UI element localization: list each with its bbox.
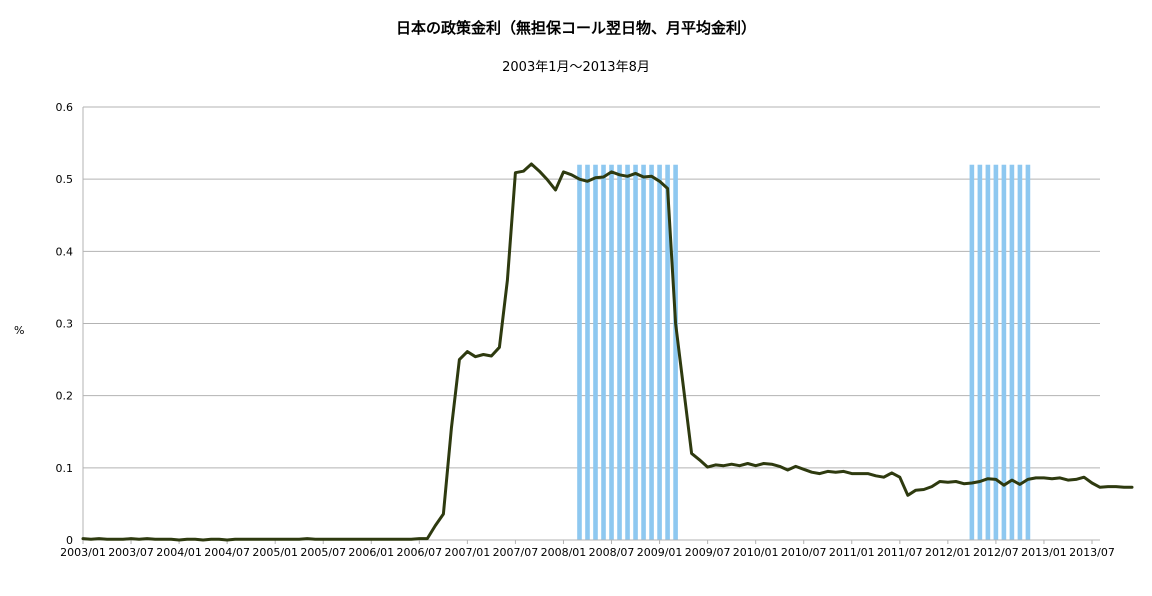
x-tick-label: 2008/01 xyxy=(541,546,587,559)
shaded-bar xyxy=(673,164,678,540)
x-tick-label: 2007/07 xyxy=(493,546,539,559)
shaded-bar xyxy=(977,164,983,540)
series-line xyxy=(81,162,1134,542)
x-tick-label: 2013/01 xyxy=(1021,546,1067,559)
shaded-bar xyxy=(1009,164,1015,540)
y-tick-label: 0.4 xyxy=(56,245,74,258)
shaded-bar xyxy=(985,164,991,540)
x-tick-label: 2012/01 xyxy=(925,546,971,559)
x-tick-label: 2008/07 xyxy=(589,546,635,559)
shaded-bar xyxy=(585,164,590,540)
shaded-bar xyxy=(993,164,999,540)
chart-title: 日本の政策金利（無担保コール翌日物、月平均金利） xyxy=(395,19,756,37)
series-lines xyxy=(81,162,1134,542)
shaded-bar xyxy=(609,164,614,540)
chart-subtitle: 2003年1月～2013年8月 xyxy=(502,60,650,75)
shaded-bar xyxy=(649,164,654,540)
x-tick-label: 2004/01 xyxy=(156,546,202,559)
x-tick-label: 2011/07 xyxy=(877,546,923,559)
x-tick-label: 2004/07 xyxy=(204,546,250,559)
x-tick-label: 2005/01 xyxy=(252,546,298,559)
x-tick-label: 2012/07 xyxy=(973,546,1019,559)
shaded-bar xyxy=(617,164,622,540)
shaded-bar xyxy=(665,164,670,540)
shaded-bar xyxy=(593,164,598,540)
shaded-bar xyxy=(969,164,975,540)
x-tick-label: 2003/01 xyxy=(60,546,106,559)
gridlines xyxy=(83,106,1100,469)
y-tick-label: 0.5 xyxy=(56,173,74,186)
shaded-bar xyxy=(625,164,630,540)
tick-labels: 0 0.1 0.2 0.3 0.4 0.5 0.6 2003/01 2003/07 2004/01… xyxy=(56,101,1115,559)
x-tick-label: 2011/01 xyxy=(829,546,875,559)
shaded-bar xyxy=(1025,164,1031,540)
x-tick-label: 2010/07 xyxy=(781,546,827,559)
shaded-bar xyxy=(601,164,606,540)
y-tick-label: 0 xyxy=(66,534,73,547)
x-tick-label: 2010/01 xyxy=(733,546,779,559)
shaded-bar xyxy=(641,164,646,540)
x-tick-label: 2013/07 xyxy=(1069,546,1115,559)
x-tick-label: 2009/07 xyxy=(685,546,731,559)
x-tick-label: 2005/07 xyxy=(300,546,346,559)
y-axis-label: % xyxy=(14,324,25,337)
shaded-periods xyxy=(577,164,1031,540)
y-tick-label: 0.6 xyxy=(56,101,74,114)
x-tick-label: 2003/07 xyxy=(108,546,154,559)
y-tick-label: 0.1 xyxy=(56,462,74,475)
shaded-bar xyxy=(1017,164,1023,540)
axes xyxy=(82,107,1100,544)
x-tick-label: 2009/01 xyxy=(637,546,683,559)
shaded-bar xyxy=(1001,164,1007,540)
x-tick-label: 2006/01 xyxy=(348,546,394,559)
shaded-bar xyxy=(633,164,638,540)
x-tick-label: 2007/01 xyxy=(445,546,491,559)
shaded-bar xyxy=(577,164,582,540)
shaded-bar xyxy=(657,164,662,540)
y-tick-label: 0.3 xyxy=(56,318,74,331)
x-tick-label: 2006/07 xyxy=(396,546,442,559)
y-tick-label: 0.2 xyxy=(56,390,74,403)
